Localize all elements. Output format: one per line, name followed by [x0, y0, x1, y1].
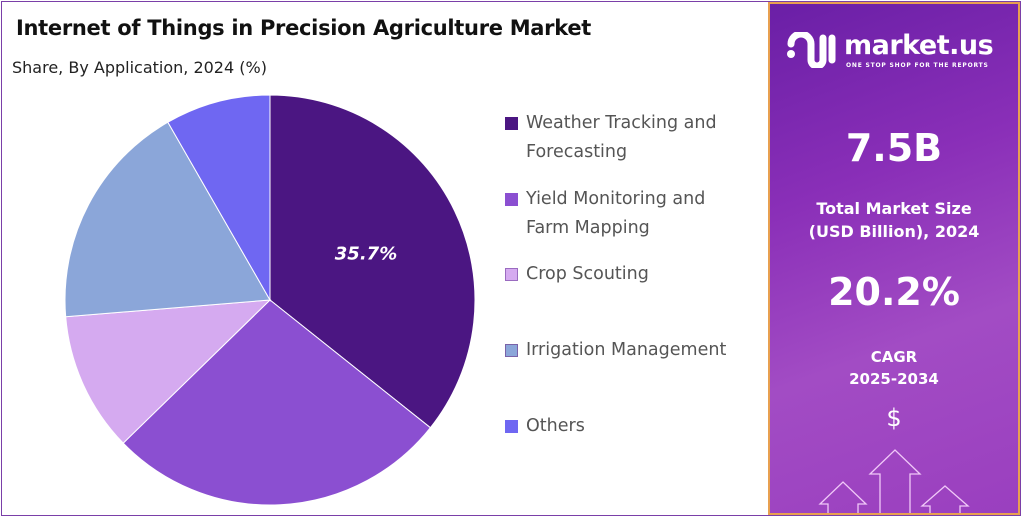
pie-chart: 35.7% [64, 94, 476, 506]
legend-swatch [505, 420, 518, 433]
market-size-label-1: Total Market Size [816, 199, 972, 218]
chart-title: Internet of Things in Precision Agricult… [16, 16, 592, 40]
legend-swatch [505, 344, 518, 357]
legend-swatch [505, 193, 518, 206]
legend-label: Yield Monitoring and [526, 189, 706, 209]
legend-swatch [505, 268, 518, 281]
dollar-icon: $ [886, 404, 902, 432]
summary-panel: market.us ONE STOP SHOP FOR THE REPORTS … [768, 2, 1020, 515]
market-us-logo: market.us ONE STOP SHOP FOR THE REPORTS [786, 30, 1006, 70]
legend-label: Others [526, 416, 585, 436]
growth-arrows-icon [818, 449, 970, 513]
legend-label: Weather Tracking and [526, 113, 717, 133]
brand-name: market.us [844, 30, 994, 61]
market-size-value: 7.5B [845, 126, 943, 170]
data-label: 35.7% [335, 244, 397, 265]
brand-tagline: ONE STOP SHOP FOR THE REPORTS [846, 62, 989, 69]
pie-slice-others [167, 94, 271, 302]
pie-slice-irrigation-management [64, 121, 271, 318]
cagr-period: 2025-2034 [849, 370, 939, 388]
pie-slice-crop-scouting [65, 299, 272, 444]
legend-swatch [505, 117, 518, 130]
chart-subtitle: Share, By Application, 2024 (%) [12, 58, 267, 77]
logo-mark-icon [787, 32, 836, 68]
legend-label: Crop Scouting [526, 264, 649, 284]
market-size-label-2: (USD Billion), 2024 [808, 222, 980, 241]
pie-slice-yield-monitoring-and-farm-mapping [122, 299, 432, 506]
legend-label: Forecasting [526, 142, 628, 162]
cagr-value: 20.2% [828, 270, 960, 314]
pie-slice-weather-tracking-and-forecasting [269, 94, 476, 429]
cagr-label: CAGR [870, 348, 918, 366]
legend-label: Farm Mapping [526, 218, 650, 238]
legend-label: Irrigation Management [526, 340, 727, 360]
